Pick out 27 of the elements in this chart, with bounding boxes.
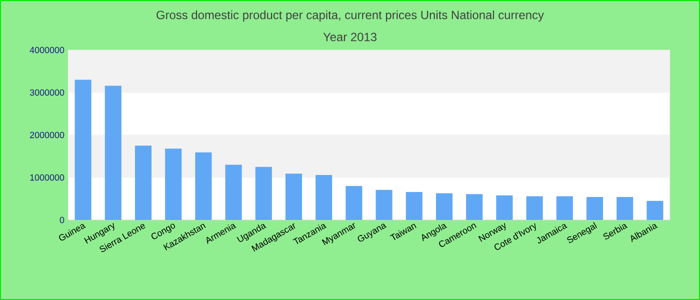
bar xyxy=(104,86,122,220)
bar xyxy=(406,192,422,220)
bar xyxy=(556,196,573,220)
bar xyxy=(74,80,92,220)
bar xyxy=(646,200,664,220)
y-tick-label: 2000000 xyxy=(30,132,64,138)
y-tick-label: 0 xyxy=(60,216,64,224)
bar xyxy=(436,193,453,220)
bar xyxy=(376,190,392,220)
bar xyxy=(316,174,332,220)
bar xyxy=(134,146,152,220)
bar xyxy=(586,197,604,220)
bar xyxy=(225,164,242,220)
y-tick-label: 1000000 xyxy=(30,174,64,181)
bar xyxy=(165,148,182,220)
bar xyxy=(496,195,513,220)
bar xyxy=(346,186,362,220)
y-tick-label: 4000000 xyxy=(30,46,64,54)
bar xyxy=(255,166,272,220)
y-tick-label: 3000000 xyxy=(30,89,64,96)
chart-subtitle: Year 2013 xyxy=(323,32,377,42)
bar xyxy=(526,196,543,220)
bar xyxy=(195,152,212,220)
chart-title: Gross domestic product per capita, current prices Units National currency xyxy=(156,10,544,22)
bar xyxy=(616,197,634,220)
bar xyxy=(285,174,302,220)
bar xyxy=(466,194,483,220)
